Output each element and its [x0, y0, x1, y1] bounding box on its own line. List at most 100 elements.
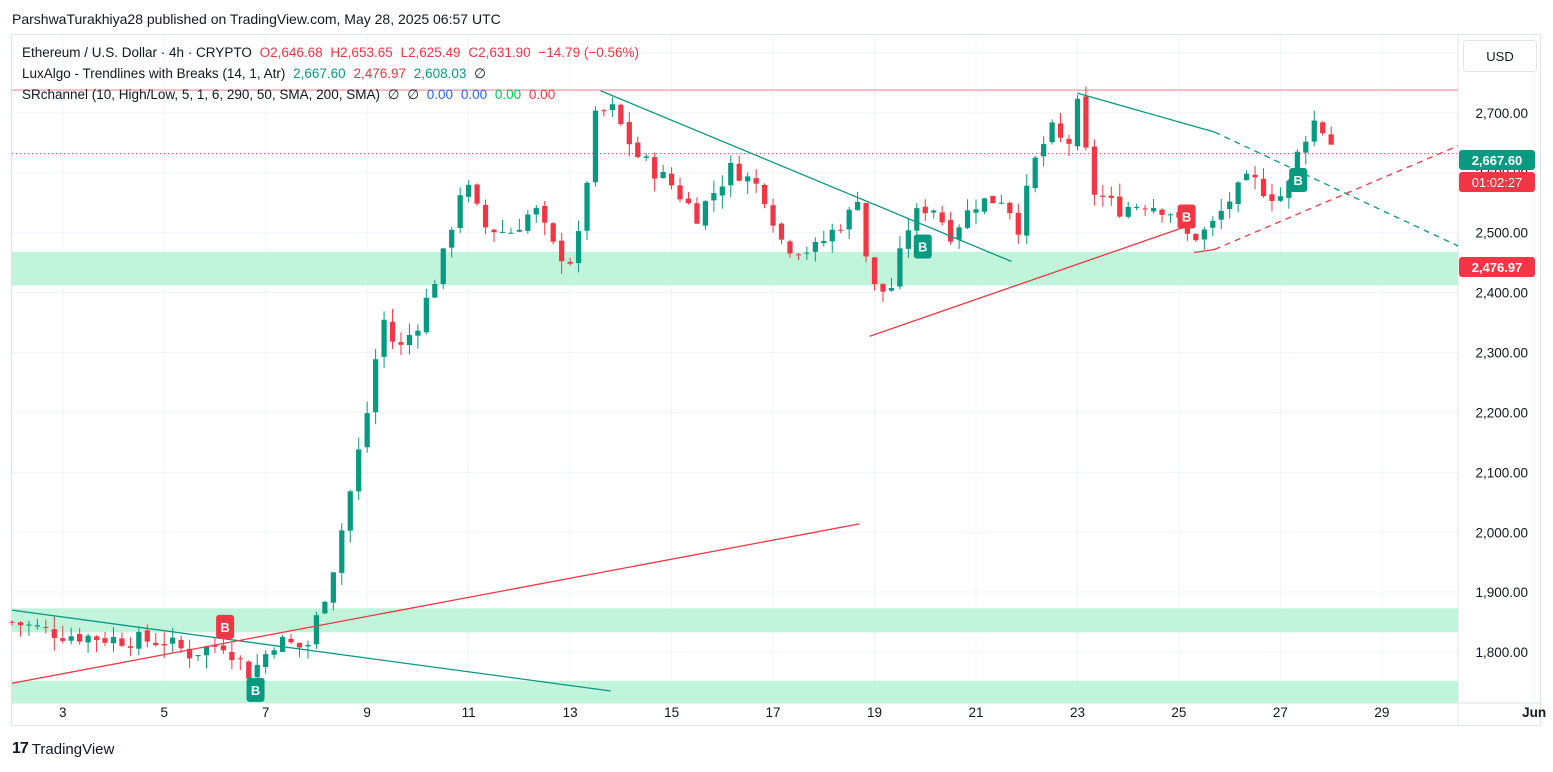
indicator-value: 0.00	[494, 87, 522, 102]
price-tag-upper-trendline: 2,667.60	[1459, 150, 1535, 170]
candle-body	[1159, 209, 1165, 215]
indicator-value: 0.00	[528, 87, 556, 102]
candle-body	[1134, 206, 1140, 209]
trendline	[11, 609, 611, 692]
candle-body	[1167, 214, 1174, 216]
indicator-name[interactable]: LuxAlgo - Trendlines with Breaks (14, 1,…	[22, 66, 286, 81]
candle-body	[203, 646, 210, 656]
candle-body	[888, 287, 895, 291]
candle-body	[711, 193, 717, 201]
candle-body	[1142, 208, 1148, 210]
candle-body	[1032, 157, 1038, 189]
break-label-text: B	[1293, 173, 1302, 188]
bullish-break-label	[1289, 167, 1308, 192]
candle-body	[1227, 201, 1233, 210]
candle-body	[863, 202, 869, 257]
high-value: H2,653.65	[330, 45, 393, 60]
candle-body	[702, 201, 709, 226]
candle-body	[854, 201, 861, 210]
candle-body	[829, 229, 835, 242]
candle-body	[821, 241, 827, 244]
candle-body	[136, 631, 142, 649]
candle-body	[1083, 96, 1089, 148]
indicator-legend-srchannel[interactable]: SRchannel (10, High/Low, 5, 1, 6, 290, 5…	[22, 87, 559, 103]
candle-body	[516, 229, 522, 232]
indicator-value: 0.00	[460, 87, 488, 102]
symbol-title[interactable]: Ethereum / U.S. Dollar · 4h · CRYPTO	[22, 45, 252, 60]
candle-body	[1108, 195, 1114, 198]
support-resistance-zone	[12, 680, 1458, 703]
price-axis-label: 2,200.00	[1475, 405, 1528, 420]
time-axis-label: 3	[59, 705, 67, 720]
tradingview-brand[interactable]: 17 TradingView	[12, 740, 114, 758]
time-axis-label: 17	[766, 705, 781, 720]
candle-body	[1117, 196, 1123, 217]
candle-body	[170, 637, 176, 644]
currency-button[interactable]: USD	[1463, 40, 1537, 72]
trendline	[11, 523, 860, 684]
candle-body	[195, 655, 201, 657]
candle-body	[1007, 202, 1013, 214]
candle-body	[1024, 185, 1030, 236]
candle-body	[668, 173, 675, 186]
candle-body	[144, 630, 150, 642]
indicator-name[interactable]: SRchannel (10, High/Low, 5, 1, 6, 290, 5…	[22, 87, 380, 102]
time-axis-label: 25	[1171, 705, 1186, 720]
indicator-value: 2,608.03	[413, 66, 467, 81]
bearish-break-label	[1177, 204, 1196, 229]
time-axis-label: 15	[664, 705, 679, 720]
price-axis-label: 2,500.00	[1475, 226, 1528, 241]
time-axis-label: 9	[363, 705, 371, 720]
candle-body	[127, 646, 134, 648]
candle-body	[119, 638, 125, 646]
candle-body	[322, 601, 328, 614]
candle-body	[254, 664, 260, 678]
candle-body	[922, 206, 928, 214]
price-axis-label: 2,300.00	[1475, 346, 1528, 361]
candle-body	[1201, 229, 1207, 240]
price-axis-label: 1,900.00	[1475, 585, 1528, 600]
candle-body	[846, 209, 852, 230]
indicator-value: ∅	[387, 87, 400, 102]
candle-body	[1210, 220, 1216, 228]
candle-body	[17, 622, 24, 626]
indicator-value: 2,667.60	[293, 66, 346, 81]
low-value: L2,625.49	[400, 45, 461, 60]
candle-body	[956, 227, 962, 240]
break-label-text: B	[918, 239, 927, 254]
candle-body	[745, 176, 751, 182]
candle-body	[1294, 151, 1300, 183]
candle-body	[339, 530, 345, 573]
price-axis-label: 1,800.00	[1475, 645, 1528, 660]
candle-body	[542, 205, 548, 223]
time-axis-label: Jun	[1522, 705, 1546, 720]
candle-body	[761, 184, 768, 205]
candle-body	[981, 198, 988, 212]
candle-body	[178, 639, 184, 649]
candle-body	[1150, 208, 1157, 212]
candle-body	[1091, 146, 1098, 195]
candle-body	[897, 248, 903, 287]
indicator-legend-luxalgo[interactable]: LuxAlgo - Trendlines with Breaks (14, 1,…	[22, 66, 490, 82]
trendline	[1077, 92, 1215, 133]
candle-body	[1100, 195, 1106, 197]
candle-body	[246, 661, 252, 679]
price-tag-lower-trendline: 2,476.97	[1459, 257, 1535, 277]
candle-body	[1057, 123, 1064, 138]
candle-body	[559, 240, 565, 262]
candle-body	[398, 342, 404, 345]
time-axis-label: 7	[262, 705, 270, 720]
candle-body	[364, 413, 370, 448]
candle-body	[212, 645, 218, 647]
chart-frame[interactable]	[11, 34, 1541, 726]
candle-body	[1066, 138, 1072, 144]
candle-body	[34, 625, 40, 627]
indicator-value: ∅	[474, 66, 486, 81]
candle-body	[685, 198, 692, 204]
candle-body	[677, 185, 683, 200]
open-value: O2,646.68	[259, 45, 323, 60]
price-axis-label: 2,000.00	[1475, 525, 1528, 540]
candle-body	[347, 491, 353, 531]
candle-body	[753, 178, 759, 184]
